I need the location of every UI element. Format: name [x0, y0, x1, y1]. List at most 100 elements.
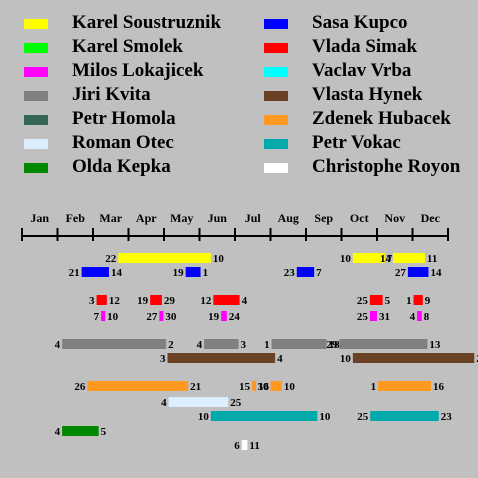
bar-start-label: 23	[284, 267, 296, 279]
bar-end-label: 23	[476, 353, 478, 365]
bar	[185, 267, 201, 277]
legend-label: Karel Soustruznik	[72, 12, 222, 33]
legend-label: Roman Otec	[72, 132, 174, 153]
legend-swatch	[264, 91, 288, 101]
bar-start-label: 19	[208, 311, 220, 323]
legend-swatch	[24, 43, 48, 53]
legend-swatch	[24, 67, 48, 77]
bar-end-label: 7	[387, 253, 393, 265]
bar-end-label: 9	[425, 295, 431, 307]
bar-start-label: 6	[234, 440, 240, 452]
legend-label: Vaclav Vrba	[312, 60, 412, 81]
month-tick-label: Dec	[421, 211, 441, 225]
bar-end-label: 12	[109, 295, 121, 307]
bar	[62, 339, 167, 349]
bar	[369, 311, 377, 321]
bar	[204, 339, 239, 349]
month-tick-label: Apr	[136, 211, 157, 225]
legend-swatch	[264, 19, 288, 29]
bar-start-label: 4	[55, 339, 61, 351]
bar-start-label: 27	[146, 311, 158, 323]
bar-start-label: 21	[69, 267, 80, 279]
month-axis: Jan Feb Mar Apr May Jun Jul Aug Sep Oct Nov Dec	[21, 211, 449, 241]
legend-label: Milos Lokajicek	[72, 60, 204, 81]
bar-end-label: 7	[316, 267, 322, 279]
bar	[167, 353, 276, 363]
month-tick-label: Jul	[245, 211, 262, 225]
bar-start-label: 3	[89, 295, 95, 307]
bar-start-label: 10	[340, 353, 352, 365]
bar-start-label: 1	[264, 339, 270, 351]
legend-label: Jiri Kvita	[72, 84, 151, 105]
bar-end-label: 10	[319, 411, 331, 423]
legend-swatch	[264, 115, 288, 125]
bar	[96, 295, 107, 305]
month-tick-label: Sep	[314, 211, 333, 225]
bar-start-label: 1	[406, 295, 412, 307]
bar-start-label: 1	[371, 381, 377, 393]
legend-swatch	[24, 163, 48, 173]
bars-layer	[62, 253, 475, 450]
bar	[241, 440, 248, 450]
bar-end-label: 4	[277, 353, 283, 365]
bar-end-label: 14	[430, 267, 442, 279]
bar-start-label: 4	[161, 397, 167, 409]
bar-start-label: 25	[357, 295, 369, 307]
bar-end-label: 30	[165, 311, 177, 323]
bar-end-label: 16	[433, 381, 445, 393]
bar	[118, 253, 211, 263]
bar-end-label: 11	[427, 253, 437, 265]
bar-start-label: 15	[239, 381, 251, 393]
month-tick-label: Jun	[208, 211, 228, 225]
bar	[339, 339, 428, 349]
bar-start-label: 26	[74, 381, 86, 393]
bar	[168, 397, 229, 407]
bar-end-label: 29	[164, 295, 176, 307]
bar-end-label: 25	[230, 397, 242, 409]
legend-label: Christophe Royon	[312, 156, 461, 177]
bar	[271, 339, 327, 349]
bar-end-label: 16	[258, 381, 270, 393]
legend-label: Petr Homola	[72, 108, 176, 129]
bar	[296, 267, 315, 277]
bar-end-label: 21	[190, 381, 201, 393]
bar	[87, 381, 189, 391]
bar	[270, 381, 282, 391]
month-tick-label: Mar	[99, 211, 122, 225]
bar-end-label: 5	[101, 426, 107, 438]
legend-swatch	[24, 19, 48, 29]
bar-start-label: 10	[340, 253, 352, 265]
bar-end-label: 3	[241, 339, 247, 351]
month-tick-label: Nov	[384, 211, 405, 225]
bar-start-label: 30	[258, 381, 270, 393]
bar-end-label: 14	[111, 267, 123, 279]
legend-swatch	[264, 43, 288, 53]
bar-start-label: 14	[380, 253, 392, 265]
bar-end-label: 4	[242, 295, 248, 307]
bar-end-label: 23	[441, 411, 453, 423]
bar-start-label: 12	[200, 295, 212, 307]
bar-start-label: 7	[94, 311, 100, 323]
bar	[210, 411, 318, 421]
bar	[370, 411, 439, 421]
legend-label: Vlada Simak	[312, 36, 418, 57]
bar-start-label: 4	[55, 426, 61, 438]
bar-end-label: 13	[429, 339, 441, 351]
legend-label: Sasa Kupco	[312, 12, 408, 33]
bar-start-label: 19	[173, 267, 185, 279]
bar	[378, 381, 431, 391]
bar-end-label: 18	[329, 339, 341, 351]
bar-end-label: 24	[229, 311, 241, 323]
bar-end-label: 5	[385, 295, 391, 307]
bar	[352, 253, 385, 263]
month-tick-label: May	[170, 211, 193, 225]
bar	[221, 311, 227, 321]
bar	[81, 267, 109, 277]
bar-end-label: 10	[213, 253, 225, 265]
bar	[369, 295, 383, 305]
bar	[407, 267, 429, 277]
month-tick-label: Jan	[30, 211, 49, 225]
bar-start-label: 27	[395, 267, 407, 279]
month-tick-label: Oct	[350, 211, 369, 225]
bar-start-label: 4	[410, 311, 416, 323]
